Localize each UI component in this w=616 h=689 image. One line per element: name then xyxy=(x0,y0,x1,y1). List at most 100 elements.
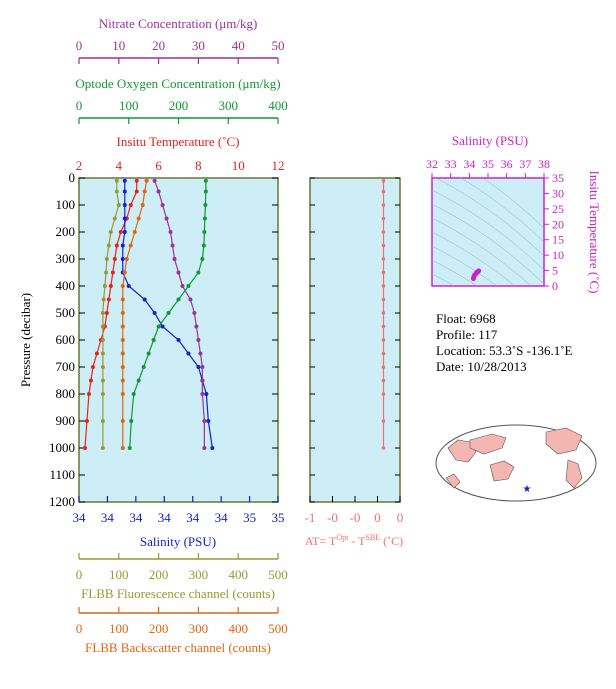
delta-t-point xyxy=(381,446,386,450)
ts-salinity-axis-label: Salinity (PSU) xyxy=(452,133,528,148)
ts-temperature-axis-label: Insitu Temperature (˚C) xyxy=(587,170,602,293)
delta-t-tick-label: -1 xyxy=(305,510,316,525)
pressure-tick-label: 800 xyxy=(56,386,76,401)
backscatter-tick-label: 400 xyxy=(228,621,248,636)
salinity-point xyxy=(160,324,165,329)
salinity-tick-label: 35 xyxy=(272,510,285,525)
map-land xyxy=(565,459,583,489)
fluorescence-tick-label: 200 xyxy=(149,567,169,582)
optode-oxygen-concentration-point xyxy=(151,338,156,342)
ts-temperature-tick-label: 35 xyxy=(552,171,564,185)
delta-t-point xyxy=(381,378,386,383)
optode-oxygen-concentration-point xyxy=(166,311,171,315)
world-map: ★ xyxy=(435,424,597,502)
pressure-tick-label: 0 xyxy=(69,170,76,185)
optode-oxygen-concentration-point xyxy=(202,230,207,234)
density-contour xyxy=(432,273,455,286)
delta-t-axis-label: AT= TOpt - TSBE (˚C) xyxy=(305,533,403,548)
flbb-fluorescence-channel-point xyxy=(101,297,106,302)
flbb-fluorescence-channel-point xyxy=(104,270,109,275)
temperature-tick-label: 2 xyxy=(76,158,83,173)
nitrate-concentration-point xyxy=(168,230,173,234)
temperature-tick-label: 8 xyxy=(195,158,202,173)
temperature-tick-label: 12 xyxy=(272,158,285,173)
salinity-axis-label: Salinity (PSU) xyxy=(140,534,216,549)
nitrate-concentration-point xyxy=(160,203,165,207)
flbb-fluorescence-channel-point xyxy=(112,216,117,221)
float-info: Float: 6968 Profile: 117 Location: 53.3˚… xyxy=(436,311,573,374)
nitrate-concentration-point xyxy=(200,365,205,369)
ts-temperature-tick-label: 15 xyxy=(552,233,564,247)
fluorescence-tick-label: 500 xyxy=(268,567,288,582)
nitrate-tick-label: 20 xyxy=(152,38,165,53)
flbb-fluorescence-channel-point xyxy=(100,324,105,329)
delta-t-point xyxy=(381,216,386,221)
nitrate-concentration-point xyxy=(188,297,193,302)
density-contour xyxy=(432,217,532,286)
ts-salinity-tick-label: 34 xyxy=(463,157,475,171)
ts-temperature-tick-label: 10 xyxy=(552,248,564,262)
pressure-tick-label: 900 xyxy=(56,413,76,428)
insitu-temperature-point xyxy=(86,392,91,396)
nitrate-concentration-point xyxy=(194,324,199,329)
ts-point xyxy=(476,268,482,274)
ts-salinity-tick-label: 36 xyxy=(501,157,513,171)
salinity-tick-label: 34 xyxy=(73,510,87,525)
insitu-temperature-point xyxy=(134,178,139,183)
salinity-point xyxy=(122,203,127,207)
optode-oxygen-concentration-point xyxy=(141,365,146,369)
oxygen-axis-label: Optode Oxygen Concentration (μm/kg) xyxy=(75,76,280,91)
ts-salinity-tick-label: 35 xyxy=(482,157,494,171)
oxygen-tick-label: 100 xyxy=(119,98,139,113)
flbb-backscatter-channel-point xyxy=(142,189,147,194)
flbb-backscatter-channel-point xyxy=(120,446,125,450)
delta-t-point xyxy=(381,230,386,234)
nitrate-concentration-point xyxy=(200,378,205,383)
density-contour xyxy=(432,203,544,285)
float-id: Float: 6968 xyxy=(436,311,496,326)
delta-t-point xyxy=(381,189,386,194)
insitu-temperature-point xyxy=(82,446,87,450)
delta-t-point xyxy=(381,419,386,423)
salinity-tick-label: 34 xyxy=(215,510,229,525)
flbb-backscatter-channel-point xyxy=(122,270,127,275)
delta-t-tick-label: -0 xyxy=(350,510,361,525)
density-contour xyxy=(432,231,516,286)
flbb-backscatter-channel-point xyxy=(136,216,141,221)
optode-oxygen-concentration-point xyxy=(200,257,205,261)
salinity-point xyxy=(120,257,125,261)
float-location-marker: ★ xyxy=(523,484,532,495)
pressure-tick-label: 100 xyxy=(56,197,76,212)
flbb-backscatter-channel-point xyxy=(120,378,125,383)
nitrate-axis: Nitrate Concentration (μm/kg) 0 10 20 30 40 5… xyxy=(76,16,285,64)
flbb-backscatter-channel-point xyxy=(124,257,129,261)
salinity-tick-label: 34 xyxy=(101,510,115,525)
pressure-tick-label: 200 xyxy=(56,224,76,239)
flbb-backscatter-channel-point xyxy=(128,243,133,248)
flbb-fluorescence-channel-point xyxy=(100,419,105,423)
delta-t-point xyxy=(381,270,386,275)
pressure-axis-label: Pressure (decibar) xyxy=(18,293,33,387)
delta-t-point xyxy=(381,324,386,329)
oxygen-tick-label: 400 xyxy=(268,98,288,113)
nitrate-concentration-point xyxy=(172,257,177,261)
delta-t-point xyxy=(381,311,386,315)
fluorescence-tick-label: 0 xyxy=(76,567,83,582)
location: Location: 53.3˚S -136.1˚E xyxy=(436,343,573,358)
insitu-temperature-point xyxy=(112,257,117,261)
nitrate-concentration-point xyxy=(180,284,185,288)
nitrate-axis-label: Nitrate Concentration (μm/kg) xyxy=(99,16,258,31)
ts-temperature-tick-label: 5 xyxy=(552,264,558,278)
optode-oxygen-concentration-point xyxy=(203,189,208,194)
ts-salinity-tick-label: 37 xyxy=(519,157,531,171)
flbb-fluorescence-channel-point xyxy=(100,446,105,450)
oxygen-tick-label: 200 xyxy=(169,98,189,113)
salinity-tick-label: 34 xyxy=(129,510,143,525)
flbb-backscatter-channel-point xyxy=(120,311,125,315)
nitrate-tick-label: 50 xyxy=(272,38,285,53)
backscatter-tick-label: 200 xyxy=(149,621,169,636)
nitrate-concentration-point xyxy=(202,446,207,450)
density-contour xyxy=(435,178,544,257)
insitu-temperature-point xyxy=(118,230,123,234)
